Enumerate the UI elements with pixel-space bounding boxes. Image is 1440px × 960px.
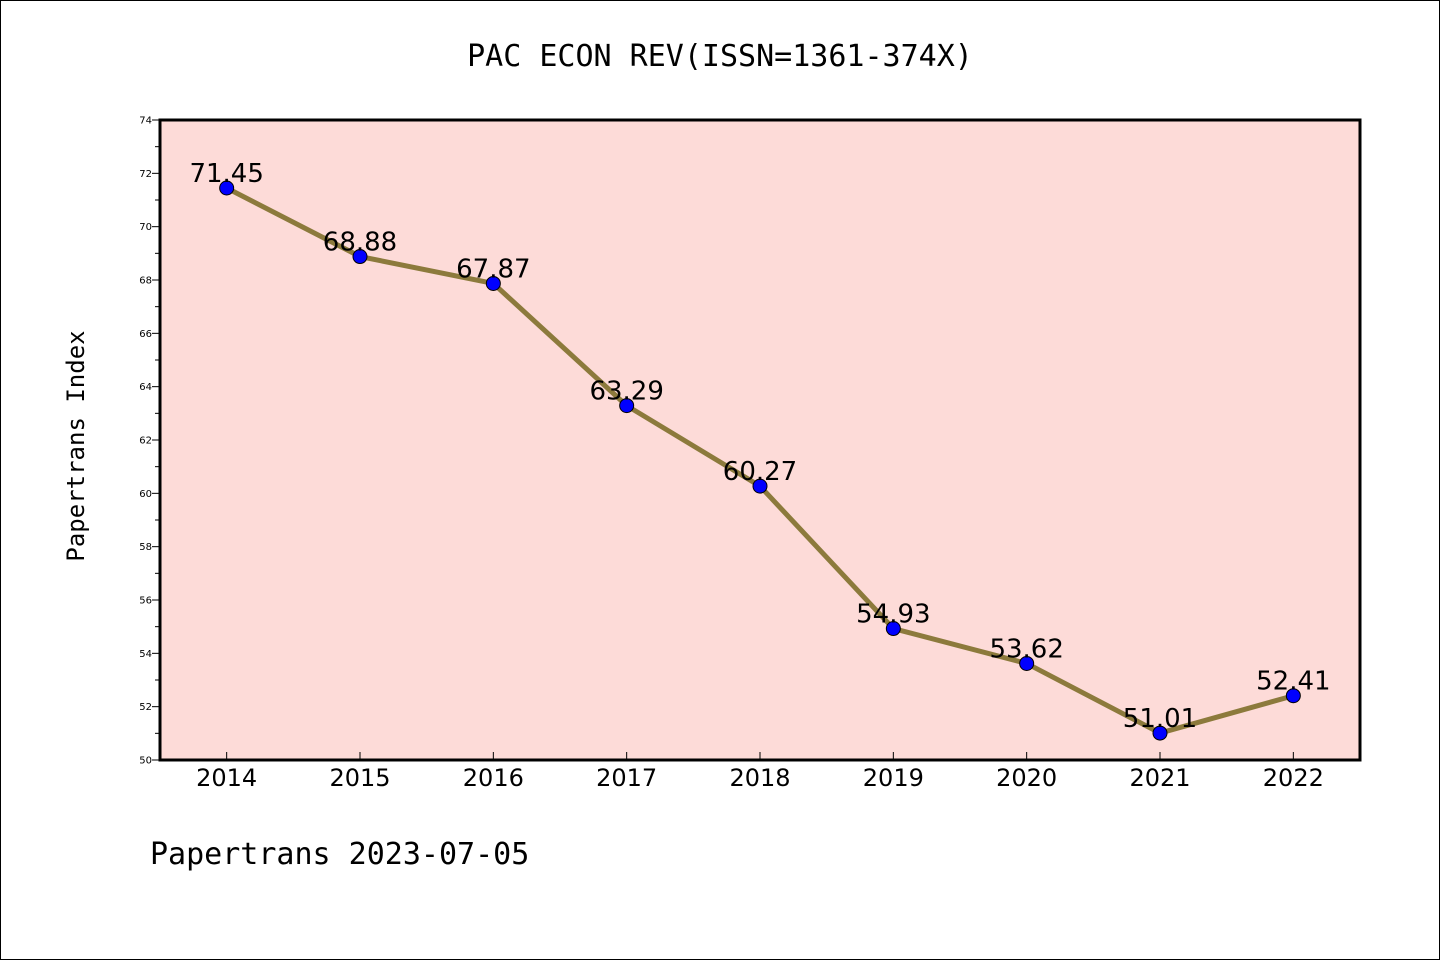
- data-point: [485, 275, 501, 291]
- y-tick-label: 52: [139, 702, 152, 713]
- y-tick-label: 60: [139, 489, 152, 500]
- x-tick-label: 2014: [196, 764, 257, 792]
- y-tick-label: 74: [139, 116, 152, 127]
- y-tick-label: 70: [139, 222, 152, 233]
- data-label: 51.01: [1123, 704, 1197, 734]
- data-label: 60.27: [723, 457, 797, 487]
- data-point: [619, 398, 635, 414]
- y-axis-label: Papertrans Index: [62, 330, 90, 561]
- y-tick-label: 72: [139, 169, 152, 180]
- data-point: [219, 180, 235, 196]
- data-point: [352, 249, 368, 265]
- data-label: 67.87: [456, 254, 530, 284]
- x-tick-label: 2018: [729, 764, 790, 792]
- y-tick-label: 50: [139, 756, 152, 767]
- data-point: [1285, 688, 1301, 704]
- y-tick-label: 56: [139, 596, 152, 607]
- data-point: [1152, 725, 1168, 741]
- x-tick-label: 2017: [596, 764, 657, 792]
- x-tick-label: 2022: [1263, 764, 1324, 792]
- data-label: 53.62: [989, 634, 1063, 664]
- y-tick-label: 54: [139, 649, 152, 660]
- data-point: [752, 478, 768, 494]
- chart-title: PAC ECON REV(ISSN=1361-374X): [467, 39, 973, 74]
- data-label: 54.93: [856, 600, 930, 630]
- data-label: 52.41: [1256, 667, 1330, 697]
- data-label: 71.45: [189, 159, 263, 189]
- plot-area: [160, 120, 1360, 760]
- y-tick-label: 68: [139, 276, 152, 287]
- x-tick-label: 2019: [863, 764, 924, 792]
- data-point: [885, 621, 901, 637]
- y-tick-label: 62: [139, 436, 152, 447]
- data-label: 68.88: [323, 228, 397, 258]
- y-axis-tick-labels: 50 52 54 56 58 60 62 64 66 68 70 72 74: [139, 116, 152, 767]
- x-tick-label: 2015: [329, 764, 390, 792]
- x-tick-label: 2021: [1129, 764, 1190, 792]
- x-axis-tick-labels: 2014 2015 2016 2017 2018 2019 2020 2021 2022: [196, 764, 1324, 792]
- data-labels: 71.45 68.88 67.87 63.29 60.27 54.93 53.62 51.01…: [189, 159, 1330, 734]
- data-point: [1019, 655, 1035, 671]
- data-label: 63.29: [589, 377, 663, 407]
- y-tick-label: 58: [139, 542, 152, 553]
- y-tick-label: 64: [139, 382, 152, 393]
- y-tick-label: 66: [139, 329, 152, 340]
- footer-date: Papertrans 2023-07-05: [150, 837, 529, 872]
- x-tick-label: 2016: [463, 764, 524, 792]
- x-tick-label: 2020: [996, 764, 1057, 792]
- plot-border: [158, 118, 1362, 762]
- series: [219, 180, 1301, 741]
